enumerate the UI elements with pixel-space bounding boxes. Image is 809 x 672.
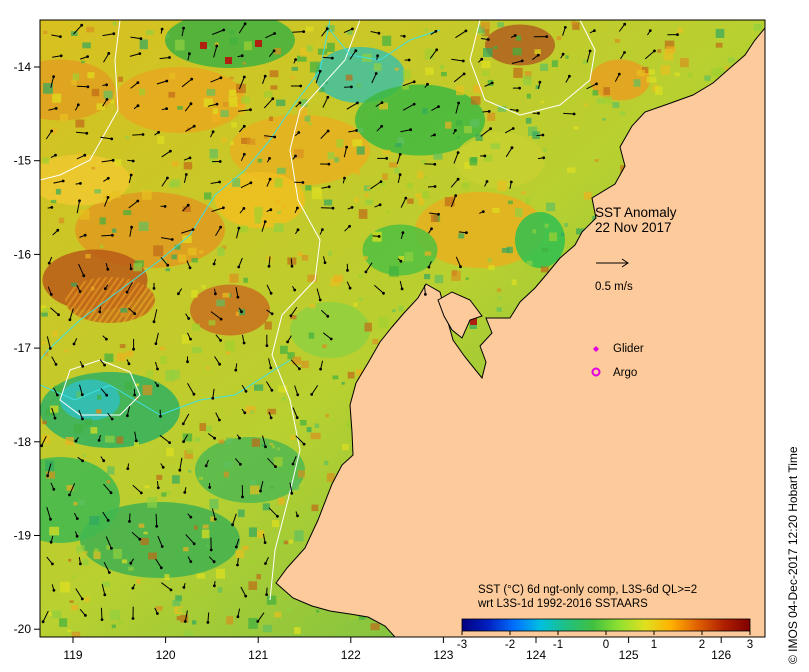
current-vectors	[40, 22, 679, 624]
credit-text: © IMOS 04-Dec-2017 12:20 Hobart Time	[786, 446, 800, 664]
glider-marker-icon	[593, 346, 599, 352]
colorbar-caption-line2: wrt L3S-1d 1992-2016 SSTAARS	[477, 598, 648, 610]
platform-legend: Glider Argo	[591, 343, 644, 379]
map-title: SST Anomaly	[595, 205, 677, 220]
vector-scale-label: 0.5 m/s	[595, 281, 633, 293]
argo-marker-icon	[591, 367, 601, 377]
colorbar-tick-label: 3	[747, 639, 753, 651]
x-tick-label: 123	[433, 648, 453, 662]
glider-label: Glider	[613, 343, 644, 355]
x-tick-label: 120	[156, 648, 176, 662]
vector-scale: 0.5 m/s	[595, 258, 633, 293]
x-tick-label: 126	[711, 648, 731, 662]
colorbar-caption-line1: SST (°C) 6d ngt-only comp, L3S-6d QL>=2	[478, 584, 697, 596]
y-axis: -14 -15 -16 -17 -18 -19 -20	[14, 60, 40, 636]
land-mass	[275, 20, 765, 637]
colorbar-tick-label: 1	[651, 639, 657, 651]
colorbar-tick-label: -2	[505, 639, 515, 651]
y-tick-label: -19	[14, 529, 32, 543]
y-tick-label: -18	[14, 435, 32, 449]
x-tick-label: 121	[248, 648, 268, 662]
map-date: 22 Nov 2017	[595, 220, 672, 235]
colorbar-tick-label: -1	[553, 639, 563, 651]
argo-label: Argo	[613, 367, 637, 379]
x-tick-label: 119	[63, 648, 82, 662]
x-tick-label: 122	[341, 648, 361, 662]
y-tick-label: -16	[14, 247, 32, 261]
colorbar-tick-label: -3	[457, 639, 467, 651]
y-tick-label: -14	[14, 60, 32, 74]
y-tick-label: -20	[14, 622, 32, 636]
x-tick-label: 124	[526, 648, 546, 662]
peninsula	[437, 291, 483, 339]
isobaths	[40, 20, 596, 601]
x-axis: 119 120 121 122 123 124 125 126	[63, 637, 732, 662]
colorbar: SST (°C) 6d ngt-only comp, L3S-6d QL>=2 …	[457, 584, 753, 651]
y-tick-label: -17	[14, 341, 32, 355]
x-tick-label: 125	[619, 648, 639, 662]
plot-frame	[39, 19, 766, 638]
y-tick-label: -15	[14, 154, 32, 168]
colorbar-tick-label: 0	[603, 639, 609, 651]
colorbar-tick-label: 2	[699, 639, 705, 651]
